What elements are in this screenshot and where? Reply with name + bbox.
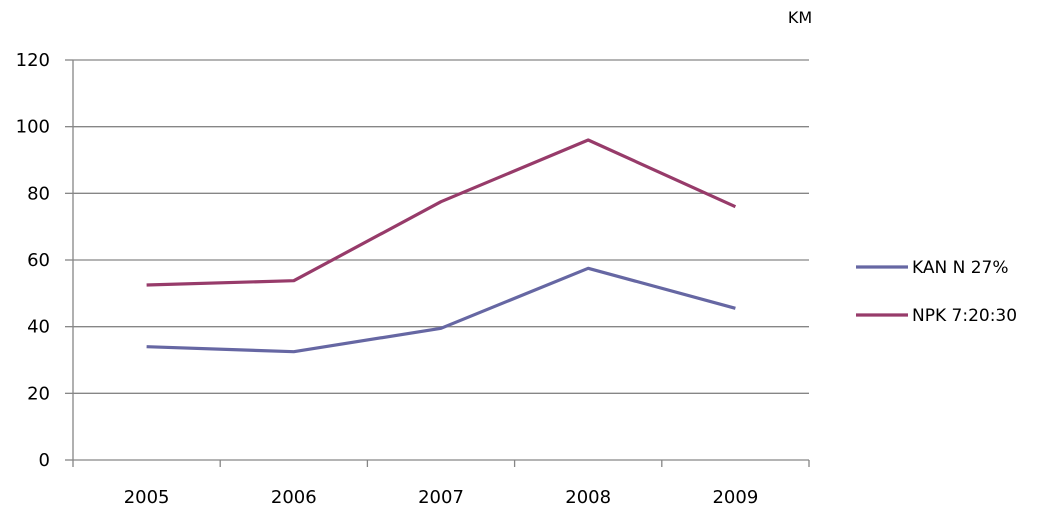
x-axis-ticks: 2005 2006 2007 2008 2009 — [72, 460, 810, 508]
series-lines — [146, 138, 737, 354]
series-line-1 — [146, 138, 737, 287]
y-tick-label: 0 — [39, 450, 50, 471]
gridlines — [73, 59, 809, 394]
x-tick-label: 2006 — [271, 487, 317, 508]
y-axis-ticks: 0 20 40 60 80 100 120 — [16, 50, 73, 471]
series-line-0 — [146, 266, 736, 354]
x-tick-label: 2009 — [712, 487, 758, 508]
legend: KAN N 27% NPK 7:20:30 — [856, 258, 1017, 326]
x-tick-label: 2005 — [124, 487, 170, 508]
legend-label-1: NPK 7:20:30 — [912, 306, 1017, 326]
y-tick-label: 20 — [27, 383, 50, 404]
y-tick-label: 40 — [27, 317, 50, 338]
legend-label-0: KAN N 27% — [912, 258, 1009, 278]
y-tick-label: 100 — [16, 117, 50, 138]
y-tick-label: 120 — [16, 50, 50, 71]
unit-label: KM — [788, 8, 812, 27]
y-tick-label: 60 — [27, 250, 50, 271]
x-tick-label: 2008 — [565, 487, 611, 508]
y-tick-label: 80 — [27, 183, 50, 204]
x-tick-label: 2007 — [418, 487, 464, 508]
